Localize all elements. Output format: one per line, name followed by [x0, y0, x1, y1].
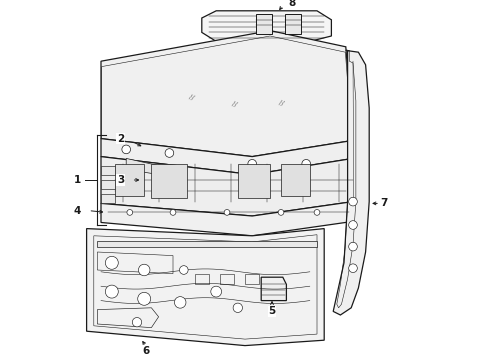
Circle shape [349, 242, 357, 251]
Circle shape [127, 210, 133, 215]
Bar [238, 164, 270, 198]
Text: 8: 8 [288, 0, 295, 8]
Bar [256, 14, 272, 34]
Text: //: // [188, 94, 195, 101]
Polygon shape [202, 11, 331, 41]
Circle shape [349, 221, 357, 229]
Circle shape [170, 210, 176, 215]
Text: 3: 3 [117, 175, 124, 185]
Circle shape [211, 286, 221, 297]
Circle shape [132, 318, 142, 327]
Bar [281, 164, 310, 196]
Circle shape [224, 210, 230, 215]
Bar [195, 274, 209, 284]
Circle shape [314, 210, 320, 215]
Bar [101, 180, 116, 189]
Circle shape [349, 197, 357, 206]
Circle shape [349, 264, 357, 273]
Polygon shape [101, 202, 353, 236]
Bar [245, 274, 259, 284]
Circle shape [233, 303, 243, 312]
Polygon shape [101, 139, 353, 175]
Circle shape [165, 149, 174, 157]
Bar [116, 164, 144, 196]
Bar [151, 164, 187, 198]
Text: //: // [231, 101, 238, 108]
Bar [285, 14, 301, 34]
Polygon shape [126, 158, 159, 175]
Polygon shape [333, 50, 369, 315]
Polygon shape [261, 277, 286, 301]
Circle shape [105, 256, 118, 269]
Polygon shape [101, 157, 353, 216]
Text: //: // [278, 99, 284, 106]
Text: 5: 5 [269, 306, 275, 316]
Circle shape [139, 264, 150, 276]
Polygon shape [87, 229, 324, 346]
Circle shape [179, 266, 188, 274]
Bar [220, 274, 234, 284]
Text: 6: 6 [143, 346, 149, 356]
Polygon shape [101, 31, 353, 157]
Text: 7: 7 [380, 198, 387, 208]
Text: 4: 4 [74, 206, 81, 216]
Circle shape [278, 210, 284, 215]
Text: 2: 2 [117, 134, 124, 144]
Circle shape [105, 285, 118, 298]
Circle shape [302, 159, 311, 168]
Circle shape [248, 159, 257, 168]
Text: 1: 1 [74, 175, 81, 185]
Circle shape [174, 297, 186, 308]
Polygon shape [98, 241, 317, 247]
Circle shape [122, 145, 130, 154]
Bar [101, 194, 116, 203]
Bar [101, 166, 116, 175]
Circle shape [138, 292, 151, 305]
